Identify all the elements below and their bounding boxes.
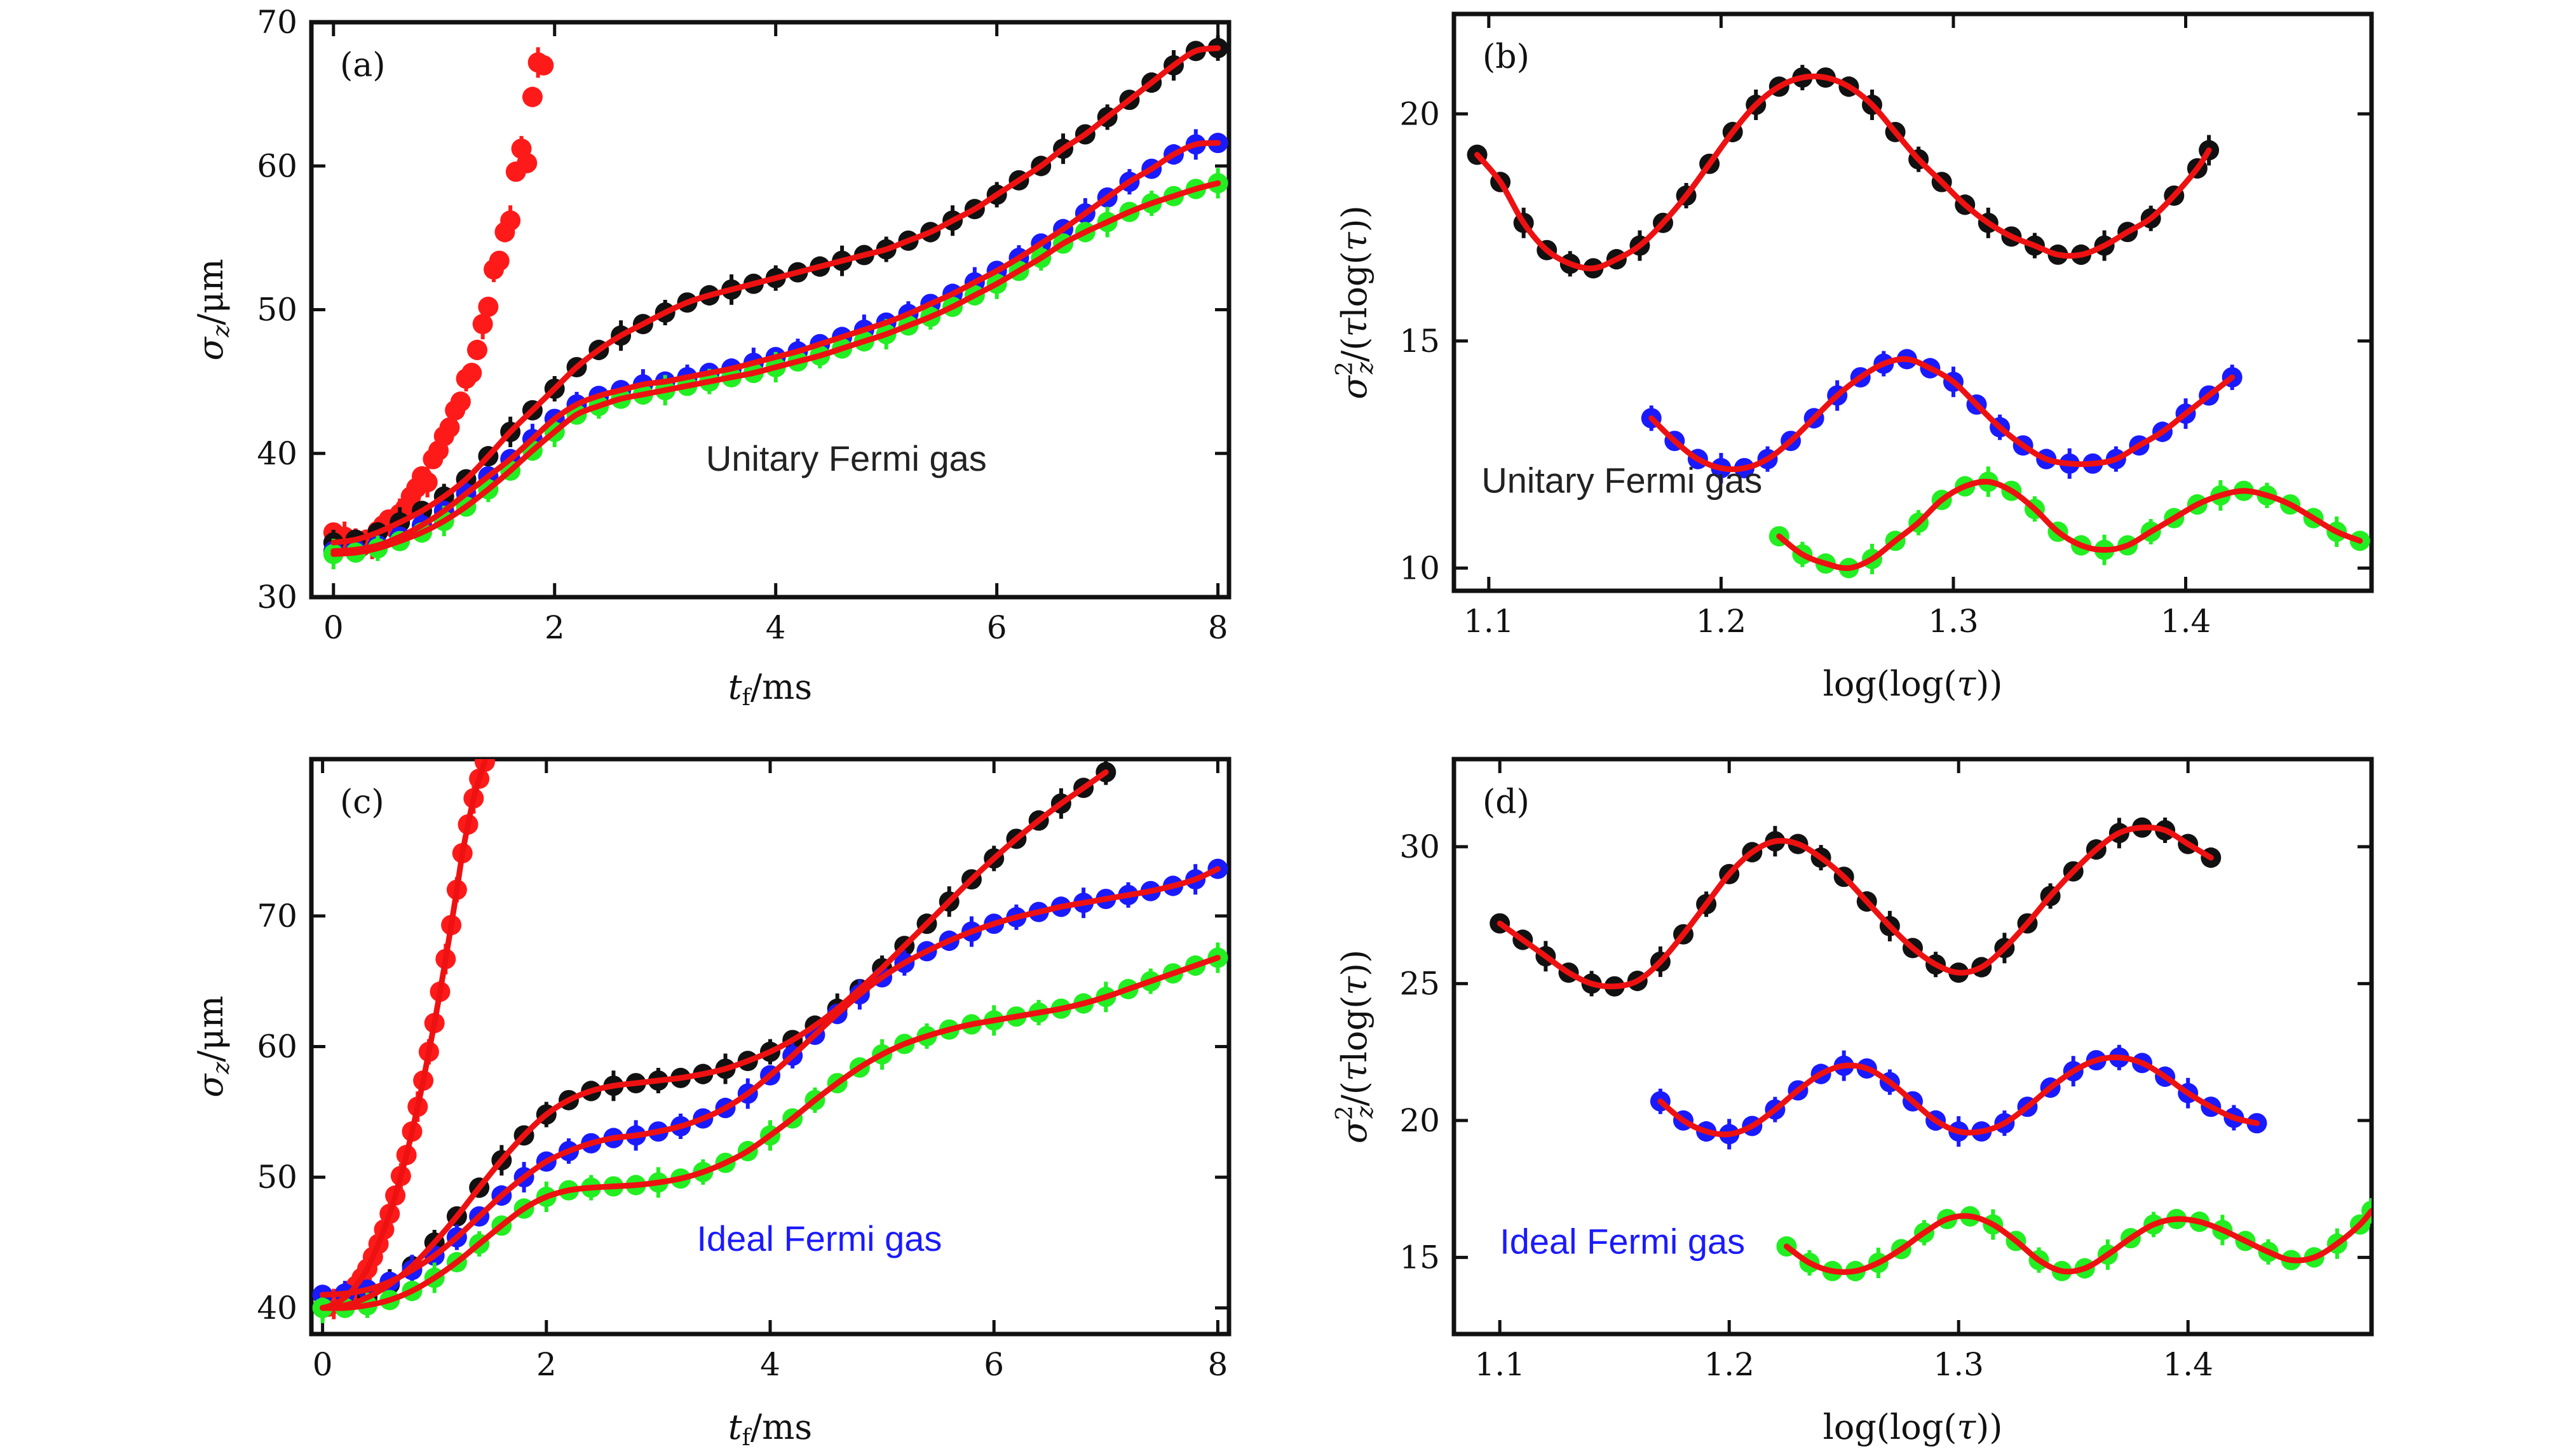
y-axis-label: σ2z/(τlog(τ)) [1332,950,1378,1143]
x-tick-label: 1.1 [1474,1346,1525,1383]
series-red [323,47,554,560]
data-point [450,391,471,412]
x-tick-label: 1.2 [1704,1346,1754,1383]
y-tick-label: 60 [257,1028,297,1065]
fit-curve-black [1497,825,2214,990]
x-tick-label: 6 [984,1346,1004,1383]
panel-label: (d) [1483,783,1530,821]
y-axis-label: σz/μm [191,259,234,360]
y-axis-label: σz/μm [191,995,234,1097]
x-tick-label: 4 [766,609,786,646]
x-tick-label: 1.4 [2162,1346,2213,1383]
y-tick-label: 15 [1399,323,1440,360]
plot-area [323,35,1228,570]
x-tick-label: 8 [1208,609,1228,646]
data-point [489,250,510,271]
fit-curve-blue [1657,1055,2260,1138]
plot-frame [1451,11,2374,593]
series-green [1768,466,2370,579]
data-point [417,472,438,492]
y-tick-label: 40 [257,1290,297,1326]
fit-curve-black [1474,73,2212,272]
x-axis-label: log(log(τ)) [1823,1407,2003,1447]
x-tick-label: 8 [1207,1346,1228,1383]
panel-label: (c) [340,783,384,821]
plot-area [312,759,1228,1323]
x-tick-label: 1.3 [1933,1346,1984,1383]
y-tick-label: 60 [257,147,297,184]
data-point [461,363,482,384]
y-tick-label: 15 [1399,1239,1440,1276]
data-point [472,314,493,335]
panel-label: (a) [340,46,386,84]
panel-a: 0 2 4 6 8 30 40 50 60 70 (a) tf/ms σz/μm Unitary Ferm… [191,4,1232,711]
x-tick-label: 6 [987,609,1007,646]
fit-curve-green [330,180,1221,557]
series-black [1490,817,2222,997]
annotation-label: Ideal Fermi gas [1500,1221,1745,1261]
data-point [466,339,487,360]
x-tick-label: 1.1 [1463,603,1514,640]
plot-frame [1451,757,2374,1337]
data-point [522,86,543,107]
data-point [533,55,554,76]
y-tick-label: 30 [1399,828,1440,865]
x-tick-label: 0 [323,609,344,646]
fit-curve-blue [1648,356,2236,473]
y-tick-label: 70 [257,4,297,41]
x-tick-label: 1.4 [2161,603,2211,640]
y-tick-label: 30 [257,579,297,616]
panel-label: (b) [1483,38,1530,76]
panel-d: 1.1 1.2 1.3 1.4 15 20 25 30 (d) log(log(τ)) σ2z/(τ… [1332,757,2374,1447]
fit-curve-black [330,45,1221,546]
fit-curve-green [1776,478,2363,571]
x-tick-label: 1.3 [1928,603,1979,640]
fit-curve-green [320,955,1221,1311]
panel-c: 0 2 4 6 8 40 50 60 70 (c) tf/ms σz/μm Ideal Fermi ga… [191,757,1232,1451]
y-axis-label: σ2z/(τlog(τ)) [1332,205,1378,399]
annotation-label: Unitary Fermi gas [1481,461,1762,501]
x-tick-label: 1.2 [1696,603,1747,640]
data-point [478,296,499,317]
x-axis-label: tf/ms [728,1407,812,1451]
panel-b: 1.1 1.2 1.3 1.4 10 15 20 (b) log(log(τ)) σ2z/(τlo… [1332,11,2374,704]
data-point [517,152,538,173]
y-tick-label: 40 [257,435,297,472]
plot-area [1467,65,2370,579]
x-axis-label: log(log(τ)) [1823,664,2003,704]
fit-curve-blue [320,866,1221,1298]
y-tick-label: 50 [257,292,297,328]
plot-area [1490,817,2372,1281]
fit-curve-blue [330,140,1221,555]
y-tick-label: 20 [1399,95,1440,132]
y-tick-label: 70 [257,898,297,934]
annotation-label: Unitary Fermi gas [706,438,987,478]
fit-curve-green [1783,1208,2372,1275]
y-tick-label: 25 [1399,965,1440,1002]
x-tick-label: 2 [536,1346,557,1383]
x-axis-label: tf/ms [728,667,812,711]
y-tick-label: 10 [1399,549,1440,586]
data-point [500,210,521,231]
annotation-label: Ideal Fermi gas [696,1218,942,1258]
y-tick-label: 20 [1399,1102,1440,1139]
x-tick-label: 4 [760,1346,780,1383]
y-tick-label: 50 [257,1159,297,1196]
x-tick-label: 0 [313,1346,333,1383]
x-tick-label: 2 [545,609,565,646]
fit-curve-black [320,769,1109,1311]
